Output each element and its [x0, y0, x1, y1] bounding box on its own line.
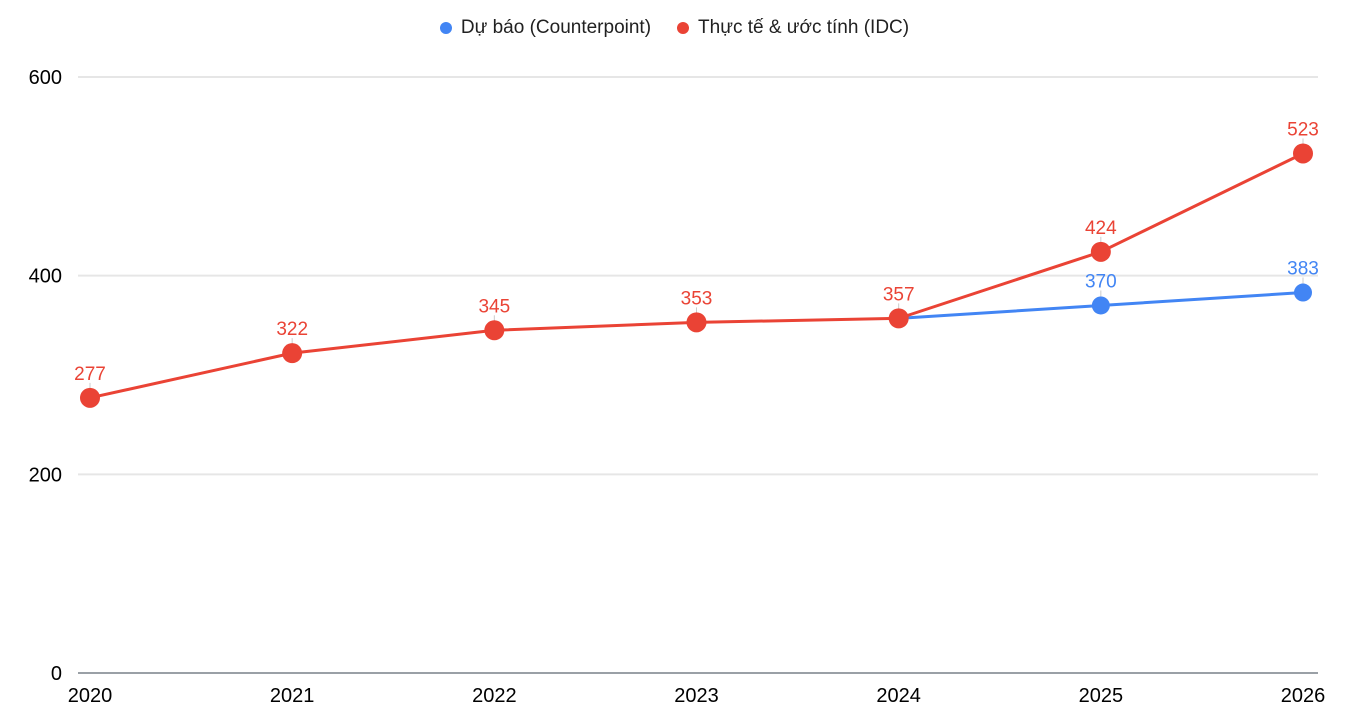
y-tick-label: 200	[29, 464, 62, 486]
legend-item: Thực tế & ước tính (IDC)	[677, 17, 909, 40]
data-label: 523	[1287, 119, 1319, 140]
legend-label: Thực tế & ước tính (IDC)	[698, 17, 910, 38]
legend-marker-icon	[439, 22, 452, 35]
data-point	[1090, 241, 1111, 262]
data-label: 277	[74, 364, 106, 385]
data-point	[282, 343, 303, 364]
data-point	[1293, 143, 1313, 164]
y-tick-label: 400	[29, 266, 62, 288]
x-tick-label: 2022	[472, 685, 517, 707]
data-label: 357	[883, 284, 915, 305]
data-label: 322	[276, 319, 308, 340]
data-point	[686, 312, 707, 333]
data-point	[1294, 283, 1312, 302]
x-tick-label: 2025	[1079, 685, 1124, 707]
data-point	[1091, 296, 1110, 315]
x-tick-label: 2023	[674, 685, 719, 707]
x-tick-label: 2020	[68, 685, 113, 707]
x-tick-label: 2021	[270, 685, 315, 707]
data-label: 353	[681, 288, 713, 309]
legend-marker-icon	[677, 22, 690, 35]
data-point	[484, 320, 505, 341]
y-tick-label: 600	[29, 67, 62, 89]
data-label: 383	[1287, 259, 1319, 280]
x-tick-label: 2024	[876, 685, 921, 707]
x-tick-label: 2026	[1281, 685, 1326, 707]
data-label: 370	[1085, 271, 1117, 292]
data-point	[888, 308, 909, 329]
y-tick-label: 0	[51, 663, 62, 685]
data-point	[80, 387, 100, 408]
data-label: 424	[1085, 218, 1117, 239]
legend-item: Dự báo (Counterpoint)	[439, 17, 652, 40]
chart-legend: Dự báo (Counterpoint) Thực tế & ước tính …	[0, 17, 1349, 40]
legend-label: Dự báo (Counterpoint)	[460, 17, 652, 38]
data-label: 345	[478, 296, 510, 317]
